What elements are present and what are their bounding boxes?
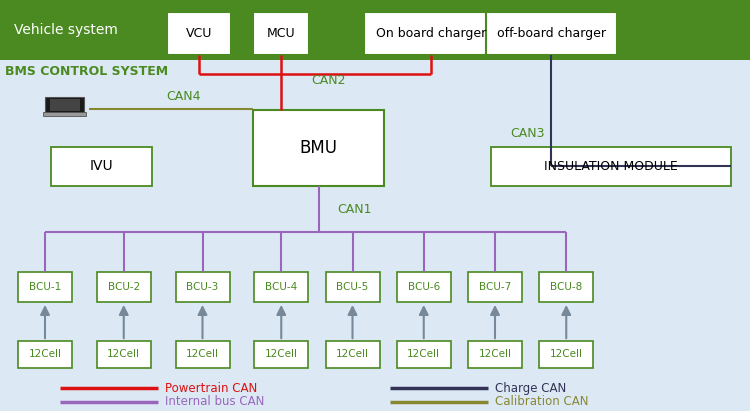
FancyBboxPatch shape bbox=[18, 341, 72, 368]
FancyBboxPatch shape bbox=[468, 272, 522, 302]
FancyBboxPatch shape bbox=[539, 341, 593, 368]
FancyBboxPatch shape bbox=[0, 0, 750, 60]
Text: CAN3: CAN3 bbox=[510, 127, 544, 140]
Text: BCU-4: BCU-4 bbox=[266, 282, 297, 292]
FancyBboxPatch shape bbox=[468, 341, 522, 368]
FancyBboxPatch shape bbox=[166, 12, 231, 55]
FancyBboxPatch shape bbox=[326, 341, 380, 368]
Text: 12Cell: 12Cell bbox=[407, 349, 440, 360]
Text: 12Cell: 12Cell bbox=[336, 349, 369, 360]
Text: BCU-3: BCU-3 bbox=[186, 282, 219, 292]
Text: IVU: IVU bbox=[89, 159, 113, 173]
Text: BCU-1: BCU-1 bbox=[28, 282, 62, 292]
FancyBboxPatch shape bbox=[97, 272, 151, 302]
Text: On board charger: On board charger bbox=[376, 27, 486, 39]
FancyBboxPatch shape bbox=[51, 147, 152, 186]
Text: 12Cell: 12Cell bbox=[28, 349, 62, 360]
Text: BCU-6: BCU-6 bbox=[407, 282, 440, 292]
Text: Powertrain CAN: Powertrain CAN bbox=[165, 382, 257, 395]
FancyBboxPatch shape bbox=[397, 272, 451, 302]
FancyBboxPatch shape bbox=[364, 12, 499, 55]
FancyBboxPatch shape bbox=[176, 272, 230, 302]
Text: 12Cell: 12Cell bbox=[186, 349, 219, 360]
Text: off-board charger: off-board charger bbox=[496, 27, 606, 39]
Text: BCU-2: BCU-2 bbox=[108, 282, 140, 292]
Text: CAN1: CAN1 bbox=[338, 203, 372, 216]
Text: BMS CONTROL SYSTEM: BMS CONTROL SYSTEM bbox=[4, 65, 168, 79]
Text: BCU-5: BCU-5 bbox=[336, 282, 369, 292]
FancyBboxPatch shape bbox=[176, 341, 230, 368]
Text: BCU-7: BCU-7 bbox=[478, 282, 512, 292]
Text: Vehicle system: Vehicle system bbox=[14, 23, 118, 37]
Text: Charge CAN: Charge CAN bbox=[495, 382, 566, 395]
Text: Internal bus CAN: Internal bus CAN bbox=[165, 395, 264, 409]
FancyBboxPatch shape bbox=[539, 272, 593, 302]
Text: 12Cell: 12Cell bbox=[107, 349, 140, 360]
FancyBboxPatch shape bbox=[491, 147, 731, 186]
FancyBboxPatch shape bbox=[97, 341, 151, 368]
FancyBboxPatch shape bbox=[326, 272, 380, 302]
FancyBboxPatch shape bbox=[254, 272, 308, 302]
Text: BCU-8: BCU-8 bbox=[550, 282, 582, 292]
FancyBboxPatch shape bbox=[43, 112, 86, 116]
FancyBboxPatch shape bbox=[486, 12, 616, 55]
FancyBboxPatch shape bbox=[254, 341, 308, 368]
Text: 12Cell: 12Cell bbox=[265, 349, 298, 360]
Text: INSULATION MODULE: INSULATION MODULE bbox=[544, 160, 678, 173]
Text: MCU: MCU bbox=[267, 27, 296, 39]
FancyBboxPatch shape bbox=[254, 110, 384, 186]
Text: BMU: BMU bbox=[300, 139, 338, 157]
FancyBboxPatch shape bbox=[397, 341, 451, 368]
Text: VCU: VCU bbox=[185, 27, 212, 39]
FancyBboxPatch shape bbox=[45, 97, 84, 114]
Text: CAN4: CAN4 bbox=[166, 90, 201, 103]
FancyBboxPatch shape bbox=[18, 272, 72, 302]
Text: 12Cell: 12Cell bbox=[550, 349, 583, 360]
FancyBboxPatch shape bbox=[254, 12, 309, 55]
FancyBboxPatch shape bbox=[50, 99, 80, 111]
Text: 12Cell: 12Cell bbox=[478, 349, 512, 360]
Text: Calibration CAN: Calibration CAN bbox=[495, 395, 589, 409]
Text: CAN2: CAN2 bbox=[311, 74, 346, 87]
